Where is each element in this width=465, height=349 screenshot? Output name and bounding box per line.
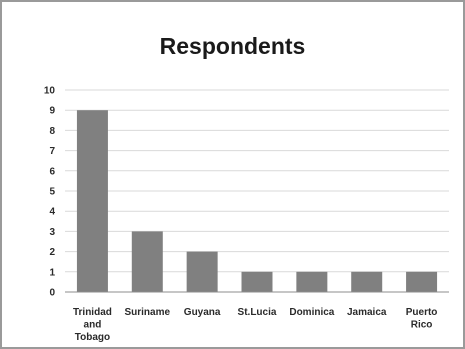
bar [351, 271, 383, 292]
x-tick-label: Puerto [406, 307, 438, 318]
x-tick-label: Dominica [289, 307, 334, 318]
bar [131, 231, 163, 292]
x-tick-label: Guyana [184, 307, 221, 318]
y-tick-label: 7 [49, 146, 55, 157]
bar [76, 110, 108, 292]
x-tick-label: Rico [411, 320, 433, 331]
y-tick-label: 4 [49, 207, 55, 218]
chart-title: Respondents [159, 33, 306, 59]
x-tick-label: Trinidad [73, 307, 112, 318]
y-tick-label: 9 [49, 106, 55, 117]
y-tick-label: 6 [49, 166, 55, 177]
x-tick-label: Tobago [75, 332, 110, 343]
x-tick-label: and [84, 320, 102, 331]
x-tick-label: Suriname [124, 307, 170, 318]
bar [406, 271, 438, 292]
y-tick-label: 0 [49, 288, 55, 299]
y-tick-label: 5 [49, 187, 55, 198]
y-tick-label: 1 [49, 267, 55, 278]
bar [296, 271, 328, 292]
y-tick-label: 2 [49, 247, 55, 258]
y-tick-label: 10 [44, 86, 56, 97]
y-tick-label: 3 [49, 227, 55, 238]
bar [186, 251, 218, 292]
x-tick-label: Jamaica [347, 307, 387, 318]
y-tick-label: 8 [49, 126, 55, 137]
bar [241, 271, 273, 292]
x-tick-label: St.Lucia [238, 307, 277, 318]
